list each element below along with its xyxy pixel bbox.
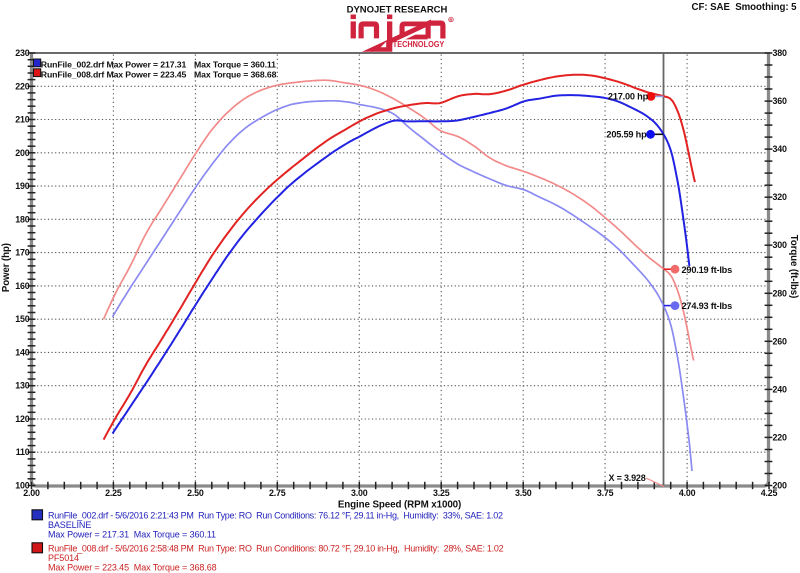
svg-text:205.59 hp: 205.59 hp — [606, 130, 647, 140]
svg-text:210: 210 — [15, 115, 29, 125]
svg-text:150: 150 — [15, 314, 29, 324]
svg-text:3.25: 3.25 — [433, 488, 450, 498]
svg-text:Max Torque = 368.68: Max Torque = 368.68 — [194, 70, 277, 80]
svg-text:TECHNOLOGY: TECHNOLOGY — [393, 40, 445, 49]
svg-text:Max Torque = 360.11: Max Torque = 360.11 — [194, 60, 276, 70]
svg-text:180: 180 — [15, 214, 29, 224]
svg-text:200: 200 — [15, 148, 29, 158]
svg-text:290.19 ft-lbs: 290.19 ft-lbs — [682, 265, 733, 275]
svg-text:170: 170 — [15, 248, 29, 258]
svg-text:260: 260 — [773, 336, 787, 346]
svg-text:Torque (ft-lbs): Torque (ft-lbs) — [788, 235, 799, 298]
svg-text:PF5014: PF5014 — [48, 553, 79, 563]
svg-text:2.00: 2.00 — [23, 488, 40, 498]
svg-text:160: 160 — [15, 281, 29, 291]
svg-text:220: 220 — [773, 432, 787, 442]
svg-text:RunFile_002.drf Max Power = 21: RunFile_002.drf Max Power = 217.31 — [41, 60, 187, 70]
svg-text:2.25: 2.25 — [105, 488, 122, 498]
svg-text:BASELINE: BASELINE — [48, 520, 91, 530]
svg-text:3.75: 3.75 — [597, 488, 614, 498]
svg-text:Max Power = 223.45 Max Torque: Max Power = 223.45 Max Torque = 368.68 — [48, 562, 217, 572]
svg-text:4.25: 4.25 — [761, 488, 778, 498]
svg-text:2.50: 2.50 — [187, 488, 204, 498]
svg-text:100: 100 — [15, 481, 29, 491]
svg-text:220: 220 — [15, 81, 29, 91]
svg-text:240: 240 — [773, 384, 787, 394]
svg-text:4.00: 4.00 — [679, 488, 696, 498]
svg-text:RunFile_002.drf - 5/6/2016 2:2: RunFile_002.drf - 5/6/2016 2:21:43 PM Ru… — [48, 510, 503, 520]
svg-text:200: 200 — [773, 481, 787, 491]
svg-text:Max Power = 217.31 Max Torque: Max Power = 217.31 Max Torque = 360.11 — [48, 529, 216, 539]
svg-text:Engine Speed (RPM x1000): Engine Speed (RPM x1000) — [338, 500, 461, 511]
svg-text:110: 110 — [16, 447, 30, 457]
svg-text:3.50: 3.50 — [515, 488, 532, 498]
svg-text:RunFile_008.drf - 5/6/2016 2:5: RunFile_008.drf - 5/6/2016 2:58:48 PM Ru… — [48, 543, 504, 553]
svg-text:380: 380 — [773, 48, 787, 58]
svg-text:CF: SAE Smoothing: 5: CF: SAE Smoothing: 5 — [692, 2, 798, 13]
svg-text:R: R — [449, 17, 452, 22]
svg-text:320: 320 — [773, 192, 787, 202]
svg-text:140: 140 — [15, 347, 29, 357]
svg-text:340: 340 — [773, 144, 787, 154]
svg-text:RunFile_008.drf Max Power = 22: RunFile_008.drf Max Power = 223.45 — [41, 70, 187, 80]
svg-text:230: 230 — [15, 48, 29, 58]
svg-text:280: 280 — [773, 288, 787, 298]
svg-text:274.93 ft-lbs: 274.93 ft-lbs — [682, 301, 733, 311]
svg-text:300: 300 — [773, 240, 787, 250]
svg-text:190: 190 — [15, 181, 29, 191]
svg-text:120: 120 — [15, 414, 29, 424]
svg-text:130: 130 — [15, 381, 29, 391]
svg-text:DYNOJET RESEARCH: DYNOJET RESEARCH — [347, 4, 448, 15]
svg-text:217.00 hp: 217.00 hp — [608, 92, 649, 102]
svg-text:X = 3.928: X = 3.928 — [609, 473, 646, 483]
svg-text:360: 360 — [773, 96, 787, 106]
svg-text:Power (hp): Power (hp) — [1, 243, 12, 292]
svg-text:2.75: 2.75 — [269, 488, 286, 498]
svg-text:3.00: 3.00 — [351, 488, 368, 498]
